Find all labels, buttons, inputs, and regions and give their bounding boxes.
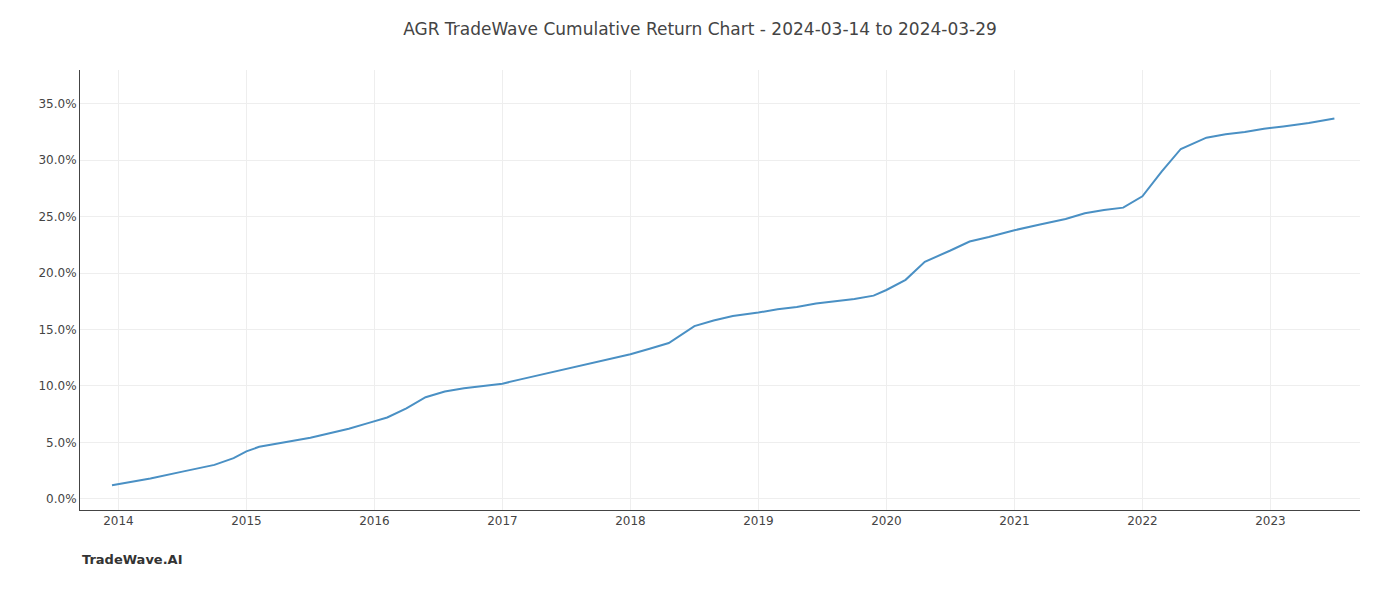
svg-text:TradeWave.AI: TradeWave.AI [82, 552, 183, 567]
svg-text:15.0%: 15.0% [38, 323, 76, 337]
svg-text:5.0%: 5.0% [46, 436, 77, 450]
svg-text:2022: 2022 [1127, 514, 1158, 528]
svg-text:2019: 2019 [743, 514, 774, 528]
svg-text:2014: 2014 [103, 514, 134, 528]
svg-text:2020: 2020 [871, 514, 902, 528]
svg-text:25.0%: 25.0% [38, 210, 76, 224]
svg-text:10.0%: 10.0% [38, 379, 76, 393]
svg-text:20.0%: 20.0% [38, 266, 76, 280]
svg-text:2023: 2023 [1255, 514, 1286, 528]
svg-text:2016: 2016 [359, 514, 390, 528]
svg-text:35.0%: 35.0% [38, 97, 76, 111]
svg-text:30.0%: 30.0% [38, 153, 76, 167]
svg-text:2015: 2015 [231, 514, 262, 528]
svg-text:AGR TradeWave Cumulative Retur: AGR TradeWave Cumulative Return Chart - … [403, 19, 997, 39]
svg-text:0.0%: 0.0% [46, 492, 77, 506]
svg-text:2017: 2017 [487, 514, 518, 528]
svg-text:2018: 2018 [615, 514, 646, 528]
svg-text:2021: 2021 [999, 514, 1030, 528]
